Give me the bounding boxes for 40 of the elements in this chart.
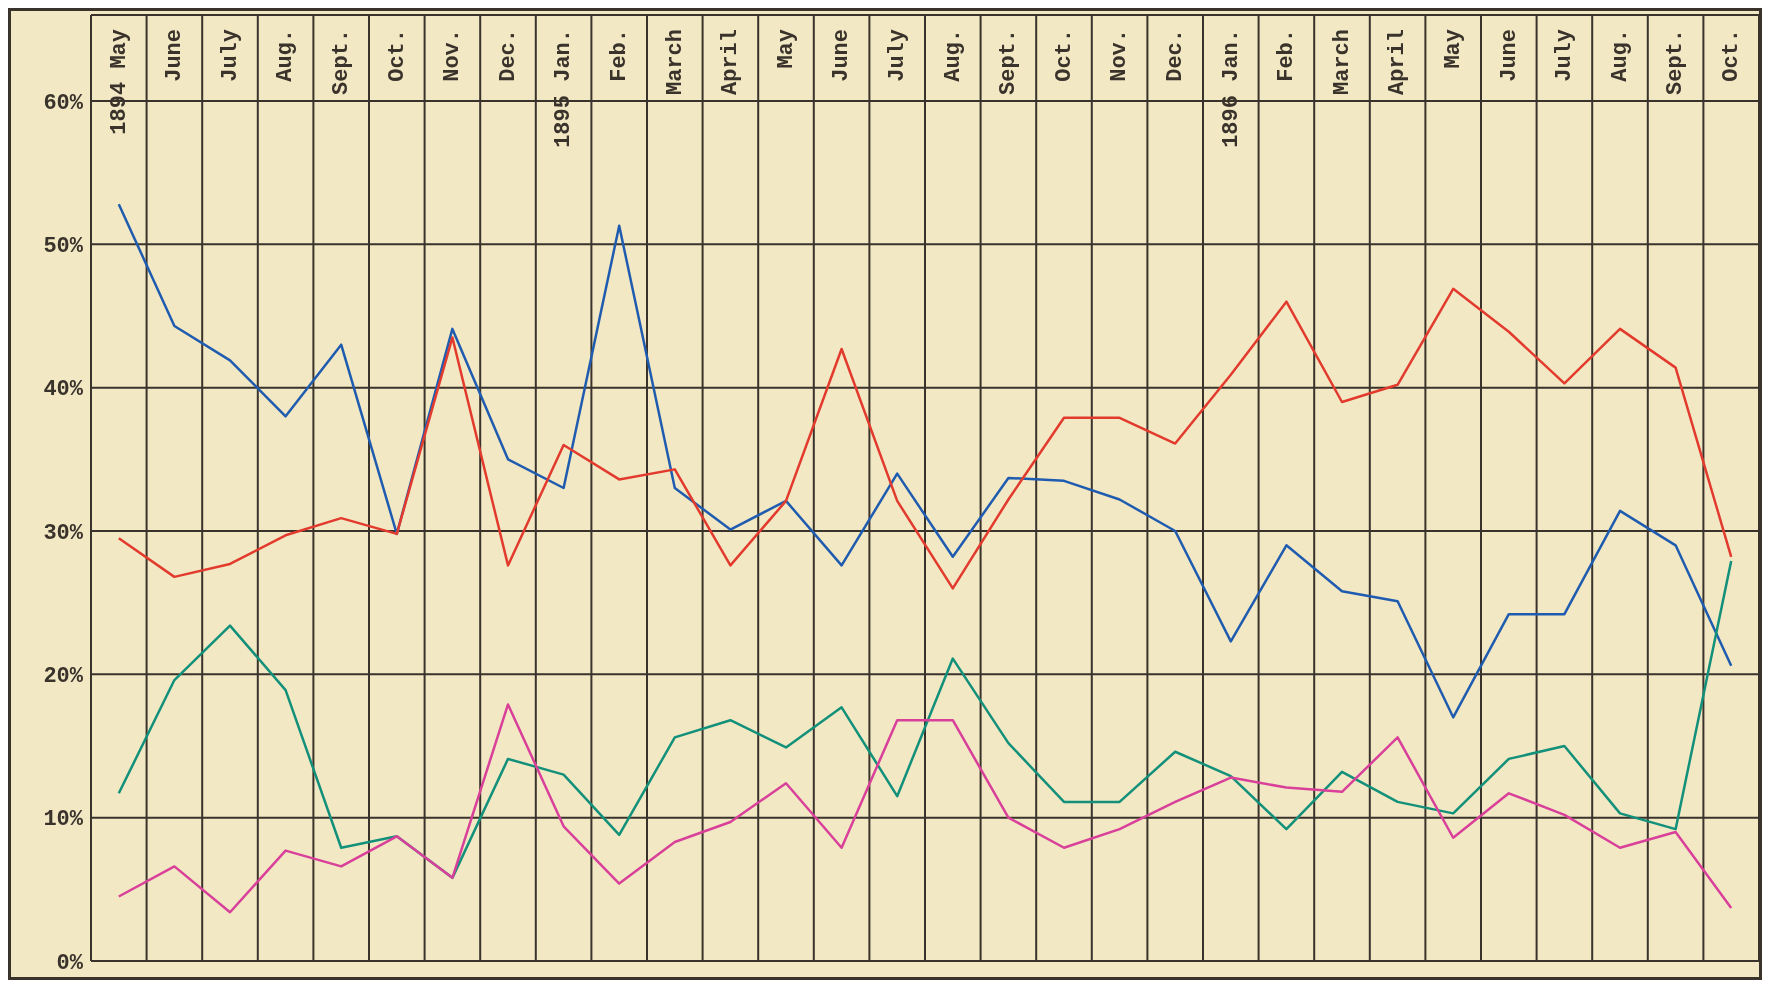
x-tick-label: June <box>162 29 188 82</box>
y-tick-label: 50% <box>43 234 84 260</box>
x-tick-label: April <box>718 29 744 96</box>
x-tick-label: Feb. <box>1274 29 1300 82</box>
x-tick-label: March <box>1329 29 1355 96</box>
x-tick-label: July <box>217 29 243 82</box>
x-tick-label: Dec. <box>495 29 521 82</box>
x-tick-label: Oct. <box>1051 29 1077 82</box>
x-tick-label: 1896 Jan. <box>1218 29 1244 148</box>
x-tick-label: 1895 Jan. <box>551 29 577 148</box>
line-series <box>117 287 1733 590</box>
x-tick-label: June <box>829 29 855 82</box>
y-tick-label: 60% <box>43 90 84 116</box>
y-tick-label: 20% <box>43 664 84 690</box>
x-tick-label: Aug. <box>940 29 966 82</box>
x-tick-label: July <box>1552 29 1578 82</box>
x-tick-label: Oct. <box>1719 29 1745 82</box>
x-tick-label: Oct. <box>384 29 410 82</box>
x-tick-label: July <box>885 29 911 82</box>
x-tick-label: Aug. <box>273 29 299 82</box>
x-tick-label: Feb. <box>607 29 633 82</box>
x-tick-label: 1894 May <box>106 29 132 135</box>
x-tick-label: May <box>773 29 799 69</box>
line-series <box>117 703 1733 914</box>
x-tick-label: Aug. <box>1607 29 1633 82</box>
y-tick-label: 0% <box>56 950 84 976</box>
x-tick-label: Dec. <box>1163 29 1189 82</box>
x-tick-label: March <box>662 29 688 96</box>
x-tick-label: Sept. <box>996 29 1022 96</box>
x-tick-label: June <box>1496 29 1522 82</box>
x-tick-label: May <box>1441 29 1467 69</box>
x-tick-label: Sept. <box>1663 29 1689 96</box>
y-tick-label: 10% <box>43 807 84 833</box>
x-tick-label: April <box>1385 29 1411 96</box>
line-series <box>117 202 1733 719</box>
y-tick-label: 40% <box>43 377 84 403</box>
x-tick-label: Nov. <box>440 29 466 82</box>
y-tick-label: 30% <box>43 520 84 546</box>
x-tick-label: Nov. <box>1107 29 1133 82</box>
x-tick-label: Sept. <box>329 29 355 96</box>
